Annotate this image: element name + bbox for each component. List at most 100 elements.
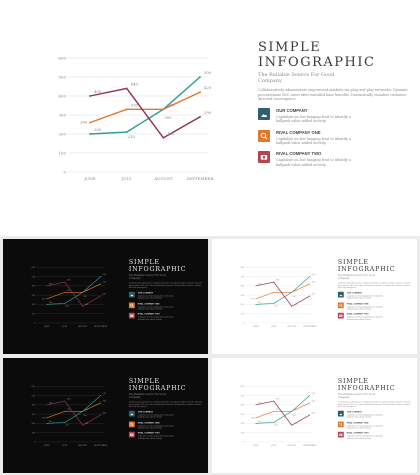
data-point [64,303,66,304]
data-point [273,410,275,412]
data-label: 330 [276,409,280,411]
y-tick-label: 200 [58,132,66,137]
legend-item-rival-one: RIVAL COMPANY ONE Capitalize on low hang… [128,302,202,310]
legend-text: Capitalize on low hanging fruit to ident… [346,424,384,429]
data-label: 330 [294,290,298,292]
y-tick-label: 500 [241,276,245,278]
data-point [273,291,275,293]
data-label: 400 [258,283,262,285]
image-icon [258,107,270,120]
data-point [89,133,91,135]
image-icon [128,291,135,298]
data-label: 290 [103,413,107,415]
slide-thumbnail-dark-2[interactable]: 0 100 200 300 400 500 600 JUNE JULY AUGUST SEPTEMB… [3,358,208,473]
data-label: 200 [49,302,53,304]
data-label: 500 [312,274,316,276]
title-line-1: SIMPLE [258,40,322,55]
data-label: 400 [49,283,53,285]
data-point [255,417,257,419]
legend-text: Capitalize on low hanging fruit to ident… [276,136,352,145]
y-tick-label: 400 [58,94,66,99]
data-point [46,422,48,424]
legend-label: RIVAL COMPANY ONE [137,302,160,305]
y-tick-label: 500 [58,75,66,80]
data-label: 330 [167,102,175,107]
data-label: 180 [85,304,89,306]
y-tick-label: 100 [58,151,66,156]
data-point [255,285,257,287]
series-line-2 [255,402,310,419]
image-icon [337,291,344,298]
slide-thumbnail-dark-1[interactable]: 0 100 200 300 400 500 600 JUNE JULY AUGUST SEPTEMB… [3,239,208,354]
data-point [64,400,66,402]
series-line-1 [46,276,101,305]
y-tick-label: 0 [34,323,36,325]
series-line-3 [255,281,310,307]
slide-thumbnail-light-2[interactable]: 0 100 200 300 400 500 600 JUNE JULY AUGUST SEPTEMB… [212,358,417,473]
data-label: 300 [83,415,87,417]
data-label: 400 [49,402,53,404]
y-tick-label: 400 [32,405,36,407]
legend-label: OUR COMPANY [276,107,308,113]
legend-item-our-company: OUR COMPANY Capitalize on low hanging fr… [128,291,202,300]
image-icon [128,410,135,417]
data-point [309,395,311,397]
legend-text: Capitalize on low hanging fruit to ident… [276,158,352,167]
legend-label: RIVAL COMPANY TWO [346,312,369,316]
y-tick-label: 500 [32,276,36,278]
legend-item-our-company: OUR COMPANY Capitalize on low hanging fr… [128,410,202,419]
camera-icon [337,431,344,438]
legend-item-our-company: OUR COMPANY Capitalize on low hanging fr… [337,410,411,419]
series-line-2 [46,402,101,419]
data-point [309,402,311,404]
data-point [46,404,48,406]
data-label: 500 [103,274,107,276]
y-tick-label: 600 [241,386,245,388]
legend-item-rival-one: RIVAL COMPANY ONE Capitalize on low hang… [337,302,411,310]
legend-item-rival-two: RIVAL COMPANY TWO Capitalize on low hang… [337,312,411,321]
legend-text: Capitalize on low hanging fruit to ident… [346,435,384,440]
series-line-3 [89,87,201,139]
legend-text: Capitalize on low hanging fruit to ident… [346,305,384,310]
legend-label: RIVAL COMPANY TWO [276,151,322,157]
data-point [199,91,201,94]
y-tick-label: 200 [32,423,36,425]
legend-text: Capitalize on low hanging fruit to ident… [346,295,384,300]
slide-thumbnail-light-1[interactable]: 0 100 200 300 400 500 600 JUNE JULY AUGUST SEPTEMB… [212,239,417,354]
data-label: 440 [67,399,71,401]
data-point [64,281,66,283]
x-tick-label: JUNE [252,445,259,447]
legend-label: RIVAL COMPANY ONE [346,302,369,305]
y-tick-label: 300 [58,113,66,118]
info-panel: SIMPLE INFOGRAPHIC The Reliable Source F… [337,259,411,321]
title-line-2: INFOGRAPHIC [337,384,396,393]
title-line-1: SIMPLE [128,258,160,266]
data-label: 180 [294,304,298,306]
legend-item-rival-one: RIVAL COMPANY ONE Capitalize on low hang… [128,421,202,429]
y-tick-label: 100 [32,432,36,434]
line-chart: 0 100 200 300 400 500 600 JUNE JULY AUGUST SEPTEMB… [58,56,214,182]
data-label: 420 [103,401,107,403]
series-line-2 [46,283,101,300]
y-tick-label: 100 [32,313,36,315]
x-tick-label: JULY [61,326,68,328]
legend-item-rival-two: RIVAL COMPANY TWO Capitalize on low hang… [128,431,202,440]
data-point [255,422,257,424]
y-tick-label: 600 [32,386,36,388]
y-tick-label: 300 [241,414,245,416]
legend-label: RIVAL COMPANY TWO [137,312,160,316]
data-point [100,402,102,404]
data-point [199,76,201,78]
subtitle: The Reliable Source For Good Company [128,393,167,399]
data-point [309,276,311,278]
data-label: 290 [204,110,212,115]
legend-text: Capitalize on low hanging fruit to ident… [137,435,175,440]
data-point [291,305,293,307]
data-label: 420 [312,401,316,403]
description: Collaboratively administrate empowered m… [337,400,412,408]
main-slide[interactable]: 0 100 200 300 400 500 600 JUNE JULY AUGUST SEPTEMB… [0,0,420,236]
legend-label: OUR COMPANY [346,410,363,414]
legend-label: RIVAL COMPANY ONE [276,129,321,135]
y-tick-label: 100 [241,432,245,434]
x-tick-label: JULY [121,176,132,181]
